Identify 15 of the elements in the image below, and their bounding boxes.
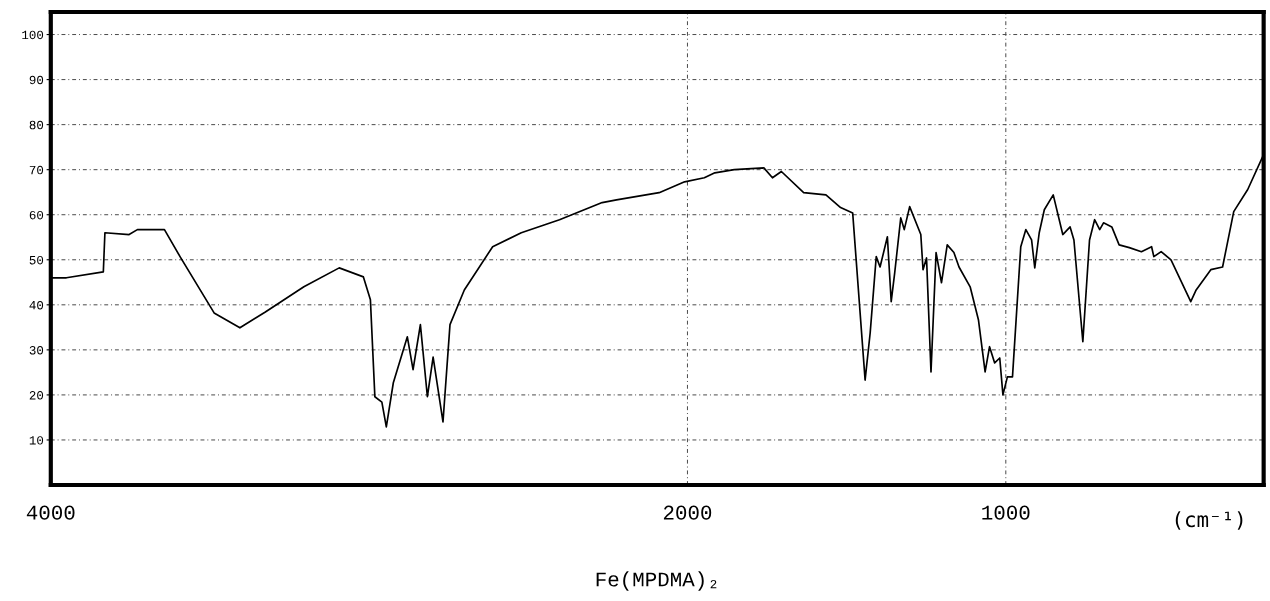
x-axis-title: (cm⁻¹) — [1175, 511, 1243, 530]
y-tick-label: 30 — [29, 346, 44, 355]
x-tick-label: 1000 — [982, 505, 1030, 520]
x-tick-label: 2000 — [663, 505, 712, 520]
y-tick-label: 20 — [29, 391, 44, 400]
y-tick-label: 100 — [22, 30, 44, 40]
y-tick-label: 10 — [29, 436, 44, 445]
y-tick-label: 50 — [29, 255, 44, 265]
y-tick-label: 80 — [29, 120, 44, 130]
y-tick-label: 90 — [29, 75, 44, 85]
y-tick-label: 60 — [29, 210, 44, 220]
x-tick-label: 4000 — [26, 505, 75, 520]
y-tick-label: 70 — [29, 165, 44, 175]
y-tick-label: 40 — [29, 300, 44, 310]
text: Fe(MPDMA)₂ — [596, 571, 717, 591]
